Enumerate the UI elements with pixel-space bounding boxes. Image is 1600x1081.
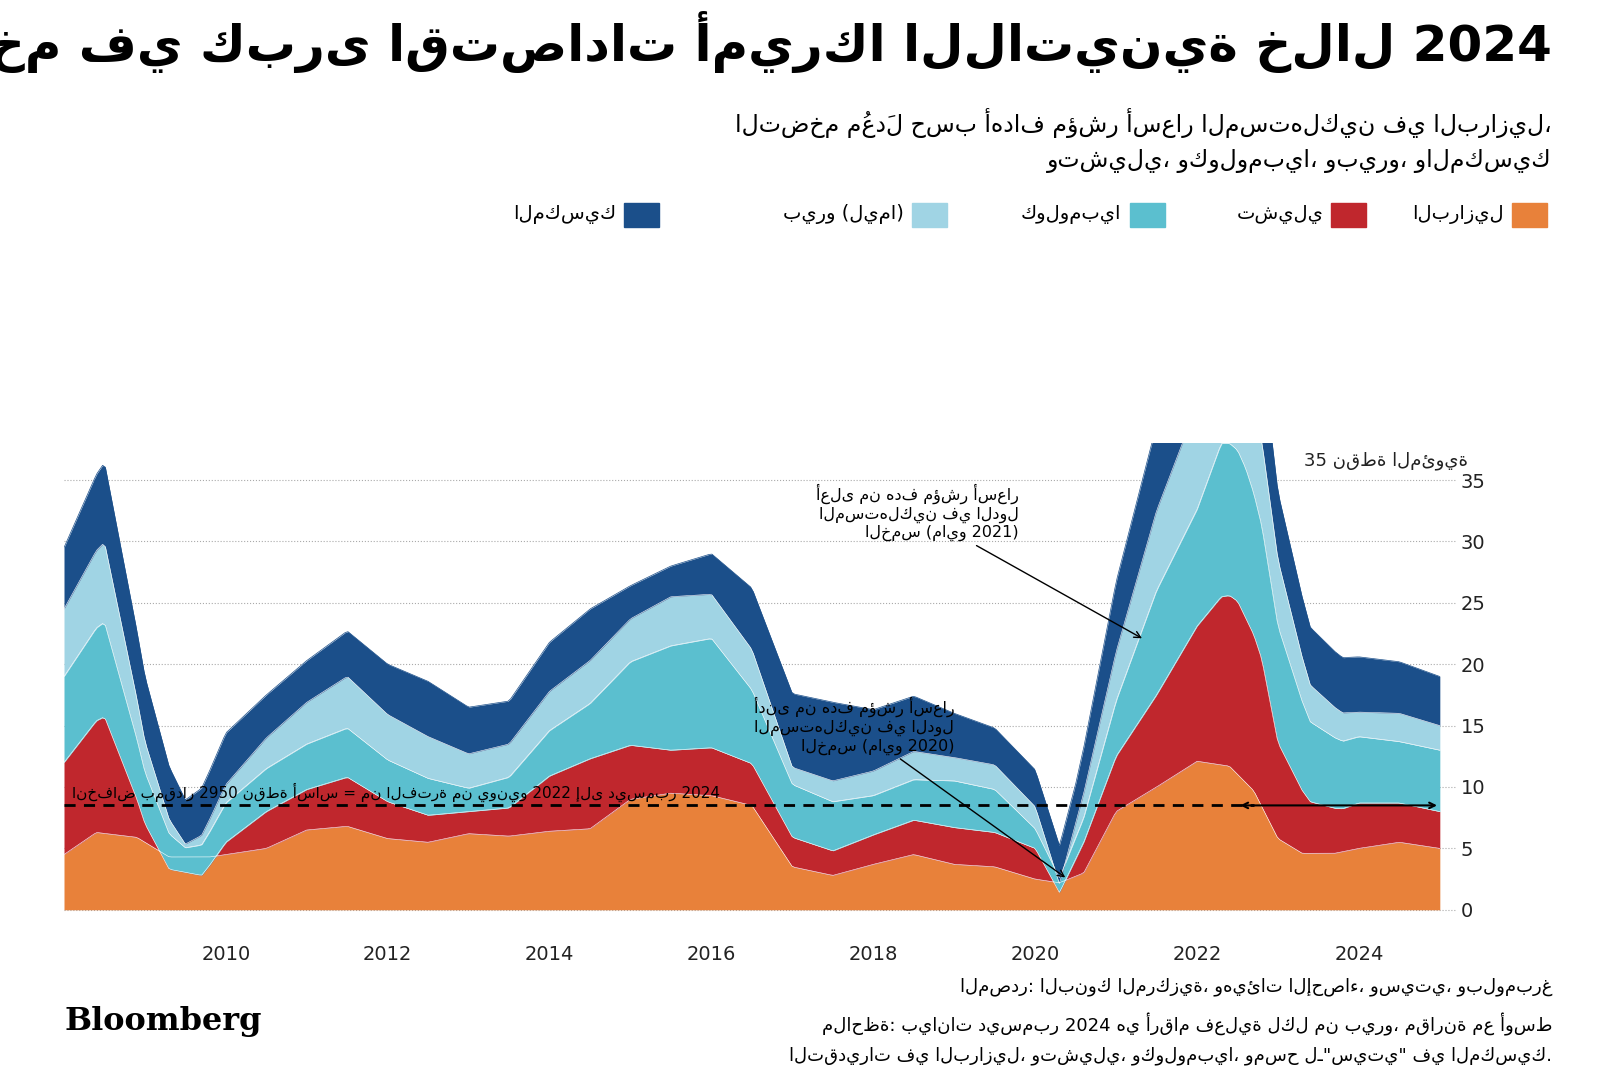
Text: 35 نقطة المئوية: 35 نقطة المئوية (1304, 452, 1469, 470)
Text: المصدر: البنوك المركزية، وهيئات الإحصاء، وسيتي، وبلومبرغ: المصدر: البنوك المركزية، وهيئات الإحصاء،… (960, 977, 1552, 996)
Text: كولومبيا: كولومبيا (1021, 204, 1122, 224)
Text: المكسيك: المكسيك (514, 204, 616, 224)
Text: بيرو (ليما): بيرو (ليما) (782, 204, 904, 224)
Text: التضخم مُعدَل حسب أهداف مؤشر أسعار المستهلكين في البرازيل،: التضخم مُعدَل حسب أهداف مؤشر أسعار المست… (736, 108, 1552, 138)
Text: أدنى من هدف مؤشر أسعار
المستهلكين في الدول
الخمس (مايو 2020): أدنى من هدف مؤشر أسعار المستهلكين في الد… (754, 697, 1064, 877)
Text: التضخم في كبرى اقتصادات أميركا اللاتينية خلال 2024: التضخم في كبرى اقتصادات أميركا اللاتينية… (0, 11, 1552, 72)
Text: انخفاض بمقدار 2950 نقطة أساس = من الفترة من يونيو 2022 إلى ديسمبر 2024: انخفاض بمقدار 2950 نقطة أساس = من الفترة… (72, 783, 720, 802)
Text: التقديرات في البرازيل، وتشيلي، وكولومبيا، ومسح لـ"سيتي" في المكسيك.: التقديرات في البرازيل، وتشيلي، وكولومبيا… (789, 1046, 1552, 1065)
Text: أعلى من هدف مؤشر أسعار
المستهلكين في الدول
الخمس (مايو 2021): أعلى من هدف مؤشر أسعار المستهلكين في الد… (816, 483, 1141, 638)
Text: ملاحظة: بيانات ديسمبر 2024 هي أرقام فعلية لكل من بيرو، مقارنة مع أوسط: ملاحظة: بيانات ديسمبر 2024 هي أرقام فعلي… (821, 1013, 1552, 1036)
Text: Bloomberg: Bloomberg (64, 1006, 261, 1037)
Text: البرازيل: البرازيل (1413, 204, 1504, 224)
Text: تشيلي: تشيلي (1237, 204, 1323, 224)
Text: وتشيلي، وكولومبيا، وبيرو، والمكسيك: وتشيلي، وكولومبيا، وبيرو، والمكسيك (1048, 149, 1552, 173)
